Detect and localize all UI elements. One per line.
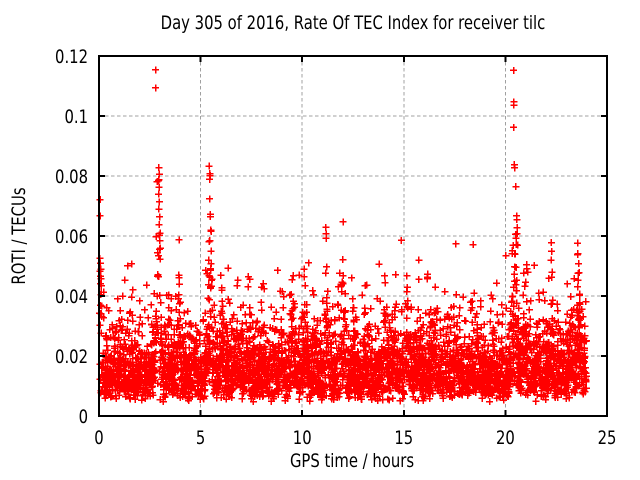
- y-tick-label: 0: [79, 406, 88, 428]
- y-tick-label: 0.12: [55, 46, 88, 68]
- x-tick-label: 0: [94, 427, 103, 449]
- chart-title: Day 305 of 2016, Rate Of TEC Index for r…: [160, 12, 546, 34]
- y-tick-label: 0.06: [55, 226, 88, 248]
- y-tick-label: 0.08: [55, 166, 88, 188]
- x-tick-label: 5: [196, 427, 205, 449]
- scatter-points: [96, 66, 590, 406]
- x-tick-label: 15: [394, 427, 413, 449]
- y-tick-label: 0.02: [55, 346, 88, 368]
- x-tick-label: 25: [598, 427, 617, 449]
- axis-ticks: [98, 55, 608, 417]
- x-tick-label: 10: [293, 427, 312, 449]
- y-tick-label: 0.1: [64, 106, 88, 128]
- x-tick-label: 20: [496, 427, 515, 449]
- x-axis-label: GPS time / hours: [289, 450, 415, 472]
- y-tick-label: 0.04: [55, 286, 88, 308]
